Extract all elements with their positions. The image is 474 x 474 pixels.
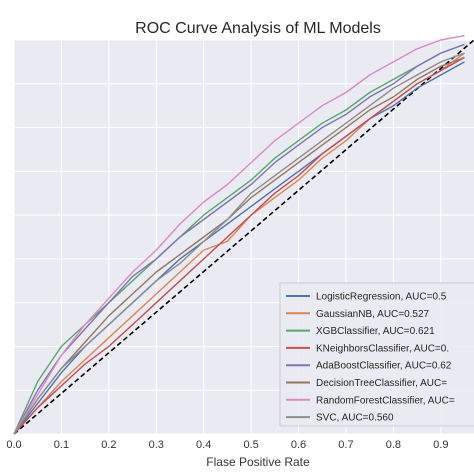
legend-entry: LogisticRegression, AUC=0.5	[316, 292, 447, 303]
legend-entry: GaussianNB, AUC=0.527	[316, 309, 430, 320]
x-tick-label: 0.8	[386, 439, 401, 451]
series-lines	[13, 34, 465, 435]
x-tick-label: 0.3	[149, 439, 164, 451]
series-line-4	[13, 43, 465, 435]
legend-entry: AdaBoostClassifier, AUC=0.62	[316, 361, 452, 372]
x-tick-label: 0.5	[243, 439, 258, 451]
chart-title: ROC Curve Analysis of ML Models	[135, 20, 381, 37]
chance-line	[13, 39, 474, 435]
legend-entry: SVC, AUC=0.560	[316, 413, 394, 424]
x-tick-label: 0.7	[338, 439, 353, 451]
x-tick-label: 0.6	[291, 439, 306, 451]
series-line-6	[13, 34, 465, 435]
x-tick-label: 0.0	[6, 439, 21, 451]
x-tick-label: 0.1	[54, 439, 69, 451]
x-tick-label: 0.9	[433, 439, 448, 451]
legend-entry: DecisionTreeClassifier, AUC=	[316, 378, 447, 389]
legend: LogisticRegression, AUC=0.5 GaussianNB, A…	[279, 282, 474, 427]
legend-entry: RandomForestClassifier, AUC=	[316, 395, 455, 406]
x-tick-label: 0.2	[101, 439, 116, 451]
x-tick-label: 0.4	[196, 439, 211, 451]
legend-entry: XGBClassifier, AUC=0.621	[316, 326, 435, 337]
series-line-5	[13, 56, 465, 435]
series-line-3	[13, 56, 465, 435]
x-tick-labels: 0.0 0.1 0.2 0.3 0.4 0.5 0.6 0.7 0.8 0.9	[6, 439, 448, 451]
series-line-7	[13, 52, 465, 435]
x-axis-label: Flase Positive Rate	[206, 455, 310, 469]
legend-entry: KNeighborsClassifier, AUC=0.	[316, 343, 449, 354]
legend-box	[279, 282, 474, 427]
